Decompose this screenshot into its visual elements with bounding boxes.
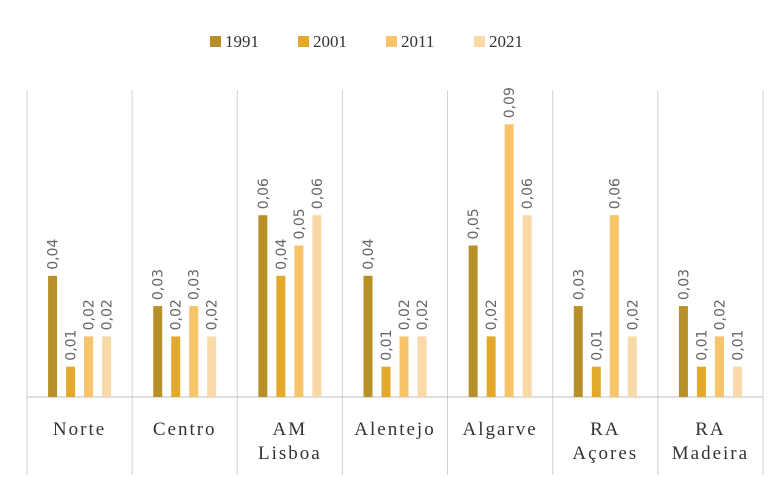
- bar: [504, 124, 514, 398]
- x-tick-label: AM Lisboa: [257, 419, 322, 464]
- data-label: 0,05: [466, 208, 482, 239]
- data-label: 0,02: [712, 299, 728, 330]
- bar: [678, 306, 688, 397]
- x-tick-label: Algarve: [462, 419, 538, 440]
- data-label: 0,06: [256, 178, 272, 209]
- data-label: 0,01: [64, 330, 80, 361]
- legend-label: 2011: [401, 32, 434, 51]
- data-label: 0,01: [379, 330, 395, 361]
- x-tick-label: RA Madeira: [671, 419, 750, 464]
- legend-swatch: [298, 36, 309, 47]
- data-label: 0,02: [484, 299, 500, 330]
- bar: [276, 275, 286, 397]
- bar: [732, 366, 742, 397]
- legend-swatch: [474, 36, 485, 47]
- data-label: 0,02: [82, 299, 98, 330]
- data-label: 0,04: [274, 239, 290, 270]
- bar: [294, 245, 304, 397]
- x-tick-label: RA Açores: [572, 419, 639, 464]
- data-label: 0,02: [169, 299, 185, 330]
- bar: [714, 336, 724, 397]
- bar: [84, 336, 94, 397]
- data-label: 0,04: [361, 239, 377, 270]
- legend-label: 1991: [225, 32, 259, 51]
- bar: [258, 215, 268, 397]
- data-label: 0,02: [415, 299, 431, 330]
- bar: [102, 336, 112, 397]
- bar: [522, 215, 532, 397]
- bar: [171, 336, 181, 397]
- bar: [66, 366, 76, 397]
- bar: [591, 366, 601, 397]
- data-label: 0,06: [520, 178, 536, 209]
- data-label: 0,03: [571, 269, 587, 300]
- bar: [381, 366, 391, 397]
- data-label: 0,01: [589, 330, 605, 361]
- legend-label: 2001: [313, 32, 347, 51]
- bar: [189, 306, 199, 397]
- data-label: 0,02: [205, 299, 221, 330]
- bar: [399, 336, 409, 397]
- bar: [468, 245, 478, 397]
- data-label: 0,03: [676, 269, 692, 300]
- bar: [627, 336, 637, 397]
- bar: [573, 306, 583, 397]
- data-label: 0,02: [100, 299, 116, 330]
- data-label: 0,02: [397, 299, 413, 330]
- bar: [417, 336, 427, 397]
- data-label: 0,03: [151, 269, 167, 300]
- data-label: 0,03: [187, 269, 203, 300]
- data-label: 0,01: [694, 330, 710, 361]
- legend-label: 2021: [489, 32, 523, 51]
- legend-swatch: [210, 36, 221, 47]
- data-label: 0,04: [46, 239, 62, 270]
- data-label: 0,06: [607, 178, 623, 209]
- x-tick-label: Alentejo: [354, 419, 436, 440]
- data-label: 0,06: [310, 178, 326, 209]
- data-label: 0,01: [730, 330, 746, 361]
- data-label: 0,05: [292, 208, 308, 239]
- legend-swatch: [386, 36, 397, 47]
- bar: [363, 275, 373, 397]
- bar: [312, 215, 322, 397]
- x-tick-label: Norte: [52, 419, 107, 440]
- x-tick-label: Centro: [152, 419, 217, 440]
- bar: [207, 336, 217, 397]
- bar: [153, 306, 163, 397]
- bar: [486, 336, 496, 397]
- bar: [48, 275, 58, 397]
- bar: [696, 366, 706, 397]
- data-label: 0,02: [625, 299, 641, 330]
- data-label: 0,09: [502, 87, 518, 118]
- bar: [609, 215, 619, 397]
